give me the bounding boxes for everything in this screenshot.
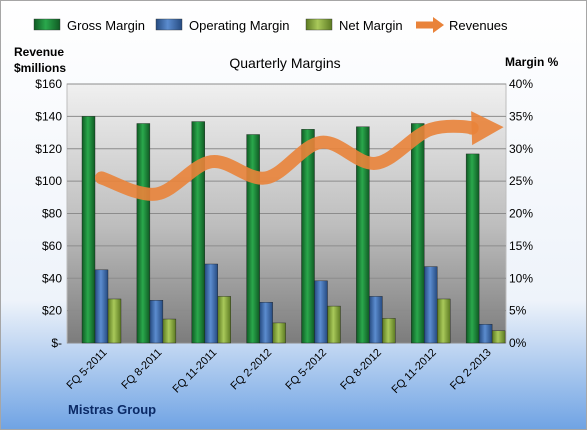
net-margin-bar xyxy=(217,296,231,344)
legend-swatch xyxy=(155,18,183,31)
gross-margin-bar xyxy=(411,123,425,344)
left-tick-label: $60 xyxy=(42,239,62,253)
right-axis-ticks: 0% 5% 10% 15% 20% 25% 30% 35% 40% xyxy=(509,77,533,350)
net-margin-bar xyxy=(272,322,286,344)
operating-margin-bar xyxy=(314,280,328,344)
right-tick-label: 15% xyxy=(509,239,533,253)
left-axis-label-line1: Revenue xyxy=(14,45,64,59)
gross-margin-bar xyxy=(191,121,205,344)
left-tick-label: $140 xyxy=(35,109,62,123)
left-tick-label: $- xyxy=(51,336,62,350)
left-axis-ticks: $- $20 $40 $60 $80 $100 $120 $140 $160 xyxy=(35,77,62,350)
right-tick-label: 10% xyxy=(509,271,533,285)
operating-margin-bar xyxy=(94,269,109,344)
net-margin-bar xyxy=(327,305,341,344)
right-tick-label: 5% xyxy=(509,304,527,318)
gross-margin-bar xyxy=(81,116,96,344)
gross-margin-bar xyxy=(246,134,260,344)
operating-margin-bar xyxy=(424,266,438,344)
revenue-line xyxy=(95,111,504,201)
net-margin-bar xyxy=(107,298,122,344)
legend-label: Revenues xyxy=(449,18,508,33)
right-tick-label: 25% xyxy=(509,174,533,188)
chart-title: Quarterly Margins xyxy=(229,55,340,71)
legend-label: Gross Margin xyxy=(67,18,145,33)
legend-swatch xyxy=(33,18,61,31)
net-margin-bar xyxy=(382,318,396,344)
left-tick-label: $40 xyxy=(42,271,62,285)
revenues-line xyxy=(95,119,479,201)
net-margin-bar xyxy=(437,298,451,344)
right-tick-label: 20% xyxy=(509,207,533,221)
legend-arrow-revenues xyxy=(433,17,444,33)
net-margin-bar xyxy=(491,330,506,344)
gross-margin-bar xyxy=(356,126,370,344)
legend-label: Net Margin xyxy=(339,18,403,33)
revenues-arrowhead xyxy=(471,111,504,146)
right-tick-label: 0% xyxy=(509,336,527,350)
right-tick-label: 30% xyxy=(509,142,533,156)
company-name: Mistras Group xyxy=(68,402,156,417)
legend: Gross Margin Operating Margin Net Margin Re… xyxy=(33,17,508,33)
gross-margin-bar xyxy=(136,123,151,344)
left-tick-label: $80 xyxy=(42,207,62,221)
gross-margin-bar xyxy=(301,129,315,344)
right-tick-label: 40% xyxy=(509,77,533,91)
operating-margin-bar xyxy=(478,324,493,344)
operating-margin-bar xyxy=(149,300,164,344)
net-margin-bar xyxy=(162,318,177,344)
operating-margin-bar xyxy=(369,296,383,344)
legend-swatch xyxy=(305,18,333,31)
legend-label: Operating Margin xyxy=(189,18,289,33)
operating-margin-bar xyxy=(204,263,218,344)
left-tick-label: $120 xyxy=(35,142,62,156)
left-tick-label: $20 xyxy=(42,304,62,318)
right-axis-label: Margin % xyxy=(505,55,559,69)
operating-margin-bar xyxy=(259,302,273,344)
gross-margin-bar xyxy=(465,153,480,344)
bars xyxy=(81,116,506,344)
right-tick-label: 35% xyxy=(509,109,533,123)
left-tick-label: $160 xyxy=(35,77,62,91)
left-tick-label: $100 xyxy=(35,174,62,188)
left-axis-label-line2: $millions xyxy=(14,61,66,75)
